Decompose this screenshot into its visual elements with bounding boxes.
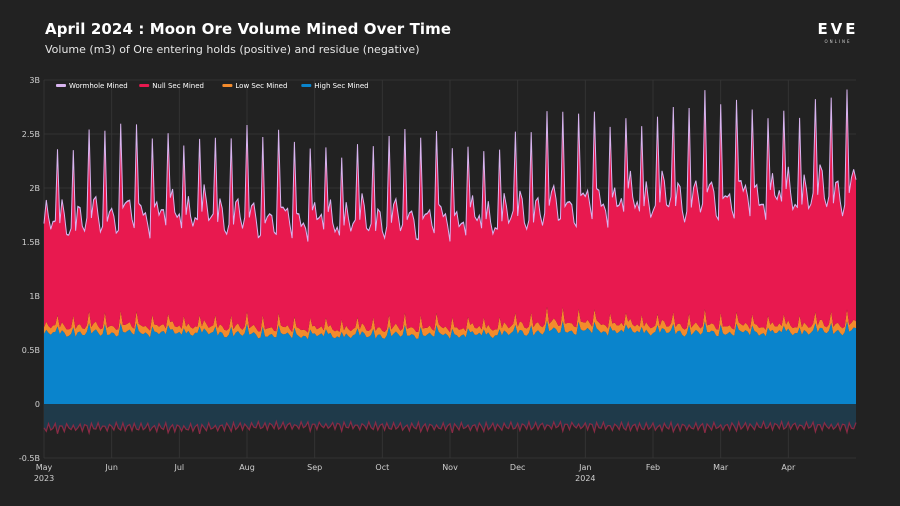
logo-subtext: ONLINE <box>824 39 852 44</box>
series-wormhole-line <box>43 89 857 242</box>
series-residue-line <box>43 419 857 436</box>
legend-label: Null Sec Mined <box>152 82 204 90</box>
eve-online-logo: EVE ONLINE <box>812 20 864 45</box>
x-tick-label: Jan <box>578 463 591 472</box>
x-tick-label: Nov <box>442 463 458 472</box>
y-tick-label: 2.5B <box>22 130 40 139</box>
legend-swatch <box>301 84 312 87</box>
legend-label: Wormhole Mined <box>69 82 128 90</box>
y-tick-label: -0.5B <box>19 454 40 463</box>
x-tick-label: Jul <box>174 463 185 472</box>
series-high-sec-area <box>44 320 856 404</box>
y-tick-label: 0 <box>35 400 40 409</box>
legend-label: Low Sec Mined <box>235 82 287 90</box>
series-null-sec-area <box>44 90 856 333</box>
y-tick-label: 3B <box>29 76 40 85</box>
series-low-sec-area <box>44 306 856 340</box>
y-tick-label: 2B <box>29 184 40 193</box>
y-tick-label: 1.5B <box>22 238 40 247</box>
x-tick-year-label: 2023 <box>34 474 54 483</box>
chart-title: April 2024 : Moon Ore Volume Mined Over … <box>45 20 452 38</box>
logo-text: EVE <box>817 20 859 38</box>
legend-swatch <box>56 84 66 87</box>
y-tick-label: 0.5B <box>22 346 40 355</box>
x-tick-label: Sep <box>307 463 322 472</box>
legend-swatch <box>222 84 233 87</box>
x-tick-label: Oct <box>375 463 389 472</box>
x-tick-label: Jun <box>104 463 118 472</box>
x-tick-label: May <box>36 463 53 472</box>
y-tick-label: 1B <box>29 292 40 301</box>
chart-subtitle: Volume (m3) of Ore entering holds (posit… <box>45 43 420 56</box>
x-tick-year-label: 2024 <box>575 474 595 483</box>
x-tick-label: Apr <box>781 463 796 472</box>
legend-label: High Sec Mined <box>314 82 368 90</box>
x-tick-label: Dec <box>510 463 525 472</box>
legend-swatch <box>139 84 150 87</box>
x-tick-label: Mar <box>713 463 729 472</box>
x-tick-label: Feb <box>646 463 660 472</box>
x-tick-label: Aug <box>239 463 255 472</box>
